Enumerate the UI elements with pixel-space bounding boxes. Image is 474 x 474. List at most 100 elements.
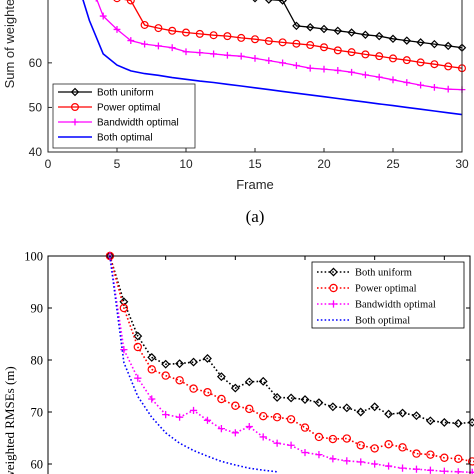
bottom-legend: Both uniform Power optimal Bandwidth optim… <box>311 261 465 329</box>
bottom-series-both-uniform <box>105 251 474 428</box>
bottom-point-bandwidth-optimal <box>287 441 295 449</box>
top-point-bandwidth-optimal <box>237 52 245 60</box>
top-point-both-uniform <box>416 38 425 47</box>
bottom-line-bandwidth-optimal <box>109 255 474 474</box>
top-line-power-optimal <box>123 0 463 69</box>
bottom-point-power-optimal <box>119 303 129 313</box>
top-point-bandwidth-optimal <box>375 73 383 81</box>
bottom-series-both-optimal <box>109 255 278 473</box>
bottom-point-power-optimal <box>231 401 240 410</box>
bottom-point-power-optimal <box>342 434 351 443</box>
top-y-tick-label: 60 <box>29 56 43 70</box>
bottom-point-bandwidth-optimal <box>315 451 323 459</box>
bottom-series-bandwidth-optimal <box>106 252 474 474</box>
bottom-point-both-uniform <box>425 416 435 426</box>
top-point-power-optimal <box>306 41 315 50</box>
bottom-point-bandwidth-optimal <box>148 395 156 403</box>
top-y-tick-label: 50 <box>29 100 43 114</box>
bottom-point-bandwidth-optimal <box>231 429 239 437</box>
bottom-point-power-optimal <box>412 449 421 458</box>
bottom-point-bandwidth-optimal <box>203 416 212 424</box>
top-legend-item-bandwidth-optimal: Bandwidth optimal <box>58 118 179 129</box>
top-legend-item-both-uniform: Both uniform <box>58 88 154 99</box>
bottom-point-both-uniform <box>258 376 268 386</box>
bottom-point-bandwidth-optimal <box>343 457 351 465</box>
bottom-point-power-optimal <box>175 376 184 385</box>
bottom-point-bandwidth-optimal <box>412 465 421 473</box>
bottom-line-both-optimal <box>109 255 278 473</box>
bottom-point-power-optimal <box>384 440 393 449</box>
bottom-point-both-uniform <box>286 393 296 403</box>
top-caption: (a) <box>246 207 265 226</box>
bottom-point-power-optimal <box>300 423 310 432</box>
bottom-point-power-optimal <box>328 434 338 444</box>
top-legend-item-both-optimal: Both optimal <box>58 133 153 144</box>
top-point-both-uniform <box>305 22 315 32</box>
top-legend-label: Both optimal <box>97 133 153 144</box>
top-point-power-optimal <box>416 58 425 67</box>
bottom-y-tick-label: 90 <box>31 302 44 316</box>
bottom-point-bandwidth-optimal <box>301 448 309 457</box>
bottom-point-power-optimal <box>370 444 379 453</box>
bottom-legend-item-both-optimal: Both optimal <box>317 316 410 327</box>
bottom-point-both-uniform <box>370 402 380 412</box>
top-point-bandwidth-optimal <box>182 48 190 56</box>
top-point-bandwidth-optimal <box>431 83 438 91</box>
bottom-y-tick-label: 100 <box>24 250 43 264</box>
bottom-point-bandwidth-optimal <box>162 411 170 419</box>
top-point-power-optimal <box>389 54 398 63</box>
top-point-bandwidth-optimal <box>224 51 231 59</box>
bottom-point-both-uniform <box>175 359 185 369</box>
bottom-point-power-optimal <box>133 342 142 352</box>
bottom-point-power-optimal <box>259 411 268 421</box>
top-point-both-uniform <box>443 41 453 51</box>
bottom-point-bandwidth-optimal <box>273 439 281 447</box>
top-ticks-layer: 0 5 10 15 20 25 30 40 50 60 <box>29 56 469 171</box>
top-point-power-optimal <box>251 35 260 44</box>
top-point-both-uniform <box>278 0 287 5</box>
bottom-point-both-uniform <box>203 353 212 363</box>
bottom-legend-label: Both optimal <box>355 316 410 327</box>
top-point-power-optimal <box>361 50 370 59</box>
top-legend-marker <box>71 118 79 126</box>
bottom-point-bandwidth-optimal <box>371 460 379 468</box>
bottom-point-both-uniform <box>244 377 254 387</box>
top-point-power-optimal <box>168 26 177 35</box>
top-point-both-uniform <box>388 34 398 44</box>
top-x-tick-label: 5 <box>114 157 121 171</box>
top-chart: 0 5 10 15 20 25 30 40 50 60 Frame Sum of weighted… <box>2 0 469 226</box>
bottom-point-both-uniform <box>147 352 157 362</box>
bottom-point-both-uniform <box>272 392 282 402</box>
top-point-both-uniform <box>333 26 343 36</box>
top-point-bandwidth-optimal <box>389 76 397 84</box>
top-series-both-uniform <box>252 0 467 52</box>
bottom-y-tick-label: 80 <box>31 354 44 368</box>
bottom-point-bandwidth-optimal <box>189 406 198 415</box>
top-point-power-optimal <box>126 0 135 5</box>
top-legend-label: Both uniform <box>97 88 154 99</box>
bottom-point-power-optimal <box>426 450 435 459</box>
top-point-both-uniform <box>264 0 273 4</box>
bottom-legend-marker <box>329 283 338 293</box>
bottom-point-both-uniform <box>453 418 463 428</box>
bottom-point-power-optimal <box>286 415 296 424</box>
bottom-legend-item-bandwidth-optimal: Bandwidth optimal <box>317 300 436 311</box>
bottom-point-bandwidth-optimal <box>217 425 225 433</box>
top-point-power-optimal <box>113 0 121 3</box>
bottom-point-power-optimal <box>398 443 407 452</box>
top-point-power-optimal <box>209 31 218 40</box>
bottom-point-bandwidth-optimal <box>454 468 462 474</box>
top-point-bandwidth-optimal <box>334 67 342 74</box>
top-point-power-optimal <box>182 28 191 37</box>
top-x-tick-label: 15 <box>248 157 262 171</box>
bottom-point-both-uniform <box>398 408 407 418</box>
bottom-legend-box <box>311 261 465 329</box>
bottom-point-bandwidth-optimal <box>120 346 128 354</box>
top-point-power-optimal <box>195 29 204 38</box>
top-point-bandwidth-optimal <box>444 85 452 93</box>
top-series-bandwidth-optimal <box>95 0 466 93</box>
top-point-both-uniform <box>347 28 356 37</box>
top-point-power-optimal <box>430 60 439 69</box>
bottom-point-both-uniform <box>356 407 366 417</box>
